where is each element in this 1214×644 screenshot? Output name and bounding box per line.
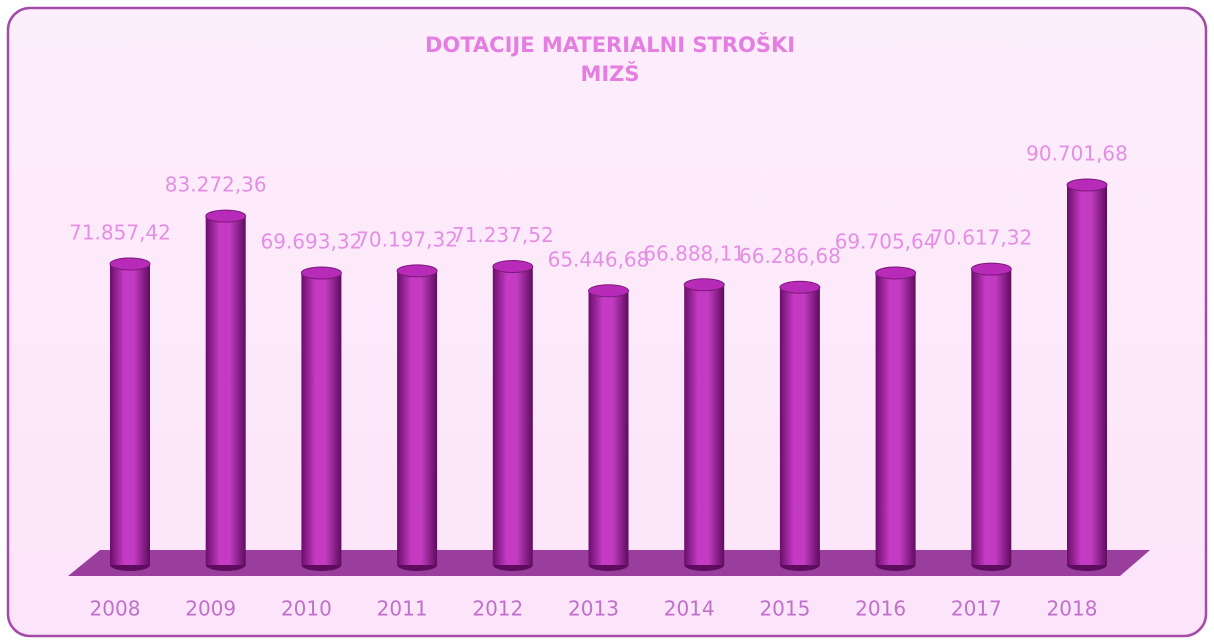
bar (205, 216, 246, 566)
chart-title: DOTACIJE MATERIALNI STROŠKI (425, 32, 795, 57)
bar (397, 270, 438, 565)
x-tick-label: 2008 (90, 597, 141, 621)
bar-top (970, 262, 1012, 276)
x-tick-label: 2009 (185, 597, 236, 621)
value-label: 69.693,32 (261, 230, 363, 254)
chart-title: MIZŠ (580, 61, 639, 86)
x-tick-label: 2011 (377, 597, 428, 621)
bar-top (779, 280, 821, 294)
value-label: 66.286,68 (739, 244, 841, 268)
value-label: 90.701,68 (1026, 142, 1128, 166)
bar-top (300, 266, 342, 280)
value-label: 71.857,42 (69, 220, 171, 244)
x-tick-label: 2013 (568, 597, 619, 621)
bar (779, 287, 820, 565)
bar-top (492, 260, 534, 274)
value-label: 71.237,52 (452, 223, 554, 247)
x-tick-label: 2010 (281, 597, 332, 621)
x-tick-label: 2012 (472, 597, 523, 621)
bar (971, 269, 1012, 565)
bar (110, 263, 150, 565)
bar-top (875, 266, 917, 280)
bar-top (205, 209, 247, 223)
x-tick-label: 2016 (855, 597, 906, 621)
bar-top (396, 264, 438, 278)
bar (1067, 185, 1107, 565)
value-label: 83.272,36 (165, 173, 267, 197)
x-tick-label: 2014 (664, 597, 715, 621)
value-label: 70.617,32 (930, 226, 1032, 250)
bar (684, 284, 725, 565)
x-tick-label: 2018 (1047, 597, 1098, 621)
x-tick-label: 2017 (951, 597, 1002, 621)
bar-top (683, 278, 725, 292)
bar (875, 272, 916, 565)
bar-top (109, 257, 151, 271)
bar (588, 290, 629, 565)
bar (492, 266, 533, 565)
value-label: 69.705,64 (835, 229, 937, 253)
x-tick-label: 2015 (759, 597, 810, 621)
value-label: 66.888,11 (643, 241, 745, 265)
value-label: 70.197,32 (356, 227, 458, 251)
bar-top (588, 284, 629, 298)
bar-top (1066, 178, 1108, 192)
bar (301, 273, 342, 565)
value-label: 65.446,68 (548, 247, 650, 271)
